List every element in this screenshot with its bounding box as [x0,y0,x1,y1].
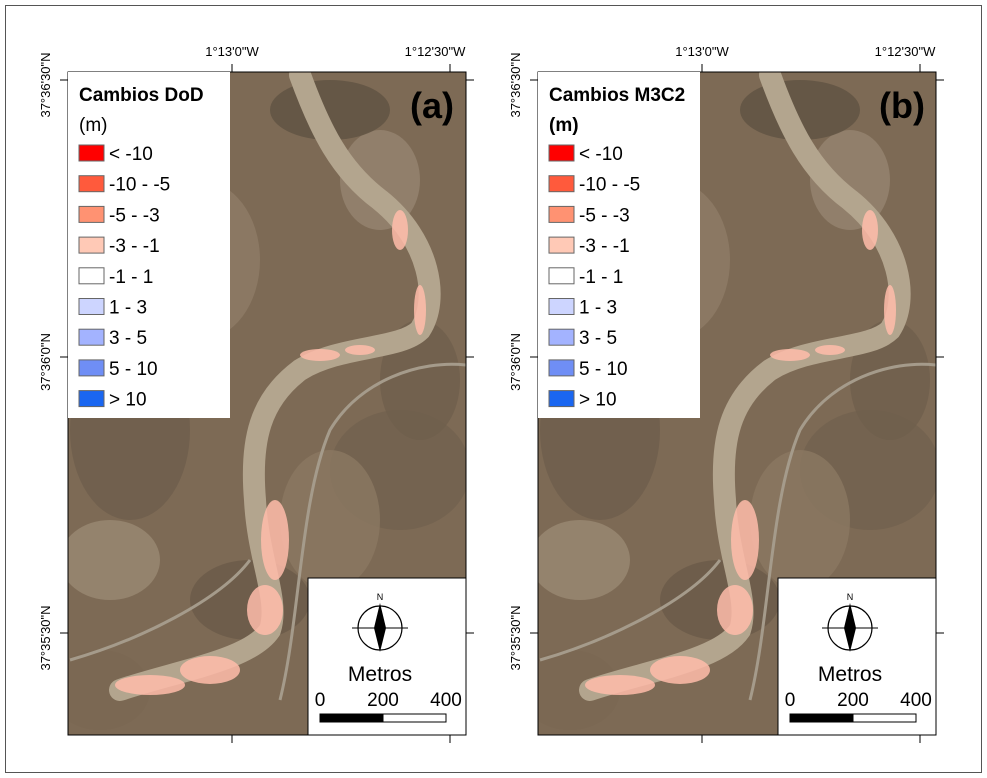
change-patch [815,345,845,355]
legend-swatch [78,236,105,254]
longitude-label: 1°13'0"W [675,44,729,59]
scale-tick-label: 400 [430,690,462,711]
legend-label: 3 - 5 [109,328,147,349]
map-panel: 1°13'0"W 1°12'30"W 37°36'30"N 37°36'0"N 37°3… [38,44,474,743]
legend-label: -1 - 1 [109,267,153,288]
latitude-label: 37°36'30"N [38,52,53,117]
change-patch [585,675,655,695]
scale-bar-black [789,713,854,723]
change-patch [261,500,289,580]
terrain-patch [280,450,380,590]
scale-box [307,577,467,736]
legend-label: -5 - -3 [109,205,160,226]
change-patch [345,345,375,355]
legend-swatch [78,390,105,408]
legend-title: Cambios DoD [79,85,204,106]
change-patch [650,656,710,684]
scale-unit: Metros [818,663,882,686]
legend-swatch [78,205,105,223]
change-patch [300,349,340,361]
legend-label: -5 - -3 [579,205,630,226]
legend-swatch [548,175,575,193]
scale-unit: Metros [348,663,412,686]
legend-swatch [78,298,105,315]
north-label: N [847,592,854,602]
legend-swatch [548,144,575,162]
north-arrow [844,603,856,652]
legend-swatch [548,267,575,285]
change-patch [115,675,185,695]
legend-label: > 10 [579,390,617,411]
latitude-label: 37°36'30"N [508,52,523,117]
longitude-label: 1°12'30"W [405,44,466,59]
change-patch [392,210,408,250]
scale-tick-label: 0 [315,690,326,711]
legend-label: > 10 [109,390,147,411]
panel-label: (a) [410,85,454,126]
road [69,362,466,701]
change-patch [247,585,283,635]
north-arrow [374,603,386,652]
change-patch [862,210,878,250]
legend-swatch [548,328,575,346]
scale-tick-label: 400 [900,690,932,711]
legend-label: 5 - 10 [109,359,158,380]
panel-label: (b) [879,85,925,126]
legend-swatch [548,390,575,408]
legend-swatch [78,144,105,162]
legend-label: < -10 [579,144,623,165]
legend-label: -1 - 1 [579,267,623,288]
change-patch [717,585,753,635]
latitude-label: 37°35'30"N [38,605,53,670]
legend-swatch [78,175,105,193]
latitude-label: 37°35'30"N [508,605,523,670]
legend-label: -3 - -1 [109,236,160,257]
change-patch [414,285,426,335]
terrain-patch [538,520,630,600]
longitude-label: 1°12'30"W [875,44,936,59]
legend-swatch [548,205,575,223]
scale-tick-label: 200 [367,690,399,711]
legend-label: -3 - -1 [579,236,630,257]
legend-unit: (m) [79,115,107,136]
scale-box [777,577,937,736]
legend-label: 5 - 10 [579,359,628,380]
legend-swatch [548,359,575,377]
legend-label: < -10 [109,144,153,165]
legend-swatch [78,267,105,285]
change-patch [884,285,896,335]
legend-unit: (m) [549,115,579,136]
north-label: N [377,592,384,602]
legend-swatch [548,236,575,254]
scale-tick-label: 200 [837,690,869,711]
scale-tick-label: 0 [785,690,796,711]
legend-label: 3 - 5 [579,328,617,349]
terrain-patch [68,650,150,730]
legend-label: 1 - 3 [109,298,147,319]
terrain-patch [750,450,850,590]
latitude-label: 37°36'0"N [508,333,523,391]
change-patch [770,349,810,361]
change-patch [731,500,759,580]
terrain-patch [68,520,160,600]
scale-bar-black [319,713,384,723]
scale-bar-white [382,713,447,723]
change-patch [180,656,240,684]
legend-label: 1 - 3 [579,298,617,319]
longitude-label: 1°13'0"W [205,44,259,59]
legend-label: -10 - -5 [109,175,170,196]
legend-label: -10 - -5 [579,175,640,196]
legend-swatch [78,328,105,346]
road [539,362,936,701]
legend-title: Cambios M3C2 [549,85,685,106]
latitude-label: 37°36'0"N [38,333,53,391]
legend-swatch [78,359,105,377]
scale-bar-white [852,713,917,723]
terrain-patch [538,650,620,730]
legend-swatch [548,298,575,315]
map-panel: 1°13'0"W 1°12'30"W 37°36'30"N 37°36'0"N 37°3… [508,44,944,743]
